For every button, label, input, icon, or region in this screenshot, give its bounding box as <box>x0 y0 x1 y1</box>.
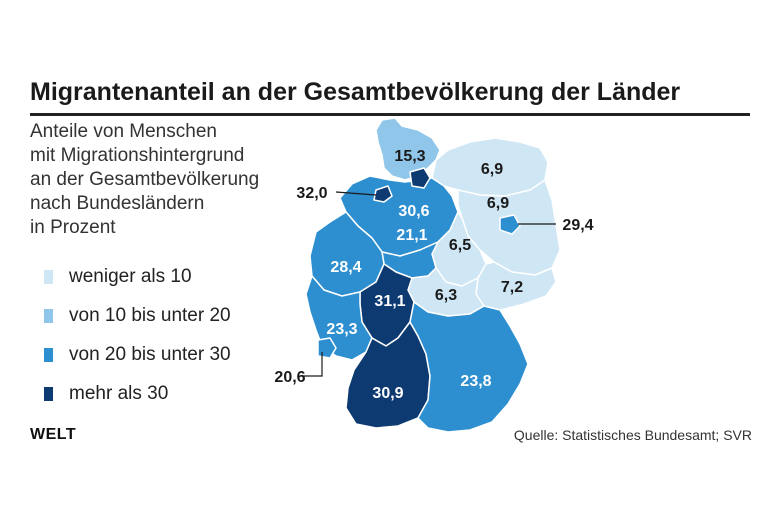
legend: weniger als 10 von 10 bis unter 20 von 2… <box>44 257 231 413</box>
source-note: Quelle: Statistisches Bundesamt; SVR <box>513 427 752 443</box>
value-label-baden-wuerttemberg: 30,9 <box>372 385 403 402</box>
value-label-niedersachsen: 30,6 <box>398 203 429 220</box>
region-bremen <box>373 185 393 203</box>
legend-label: weniger als 10 <box>69 265 192 287</box>
title-rule <box>30 113 750 116</box>
legend-item: weniger als 10 <box>44 257 231 296</box>
callout-line-saarland <box>300 352 323 377</box>
value-label-berlin: 29,4 <box>562 217 593 234</box>
value-label-sachsen: 7,2 <box>501 279 523 296</box>
legend-label: von 20 bis unter 30 <box>69 343 231 365</box>
legend-item: von 10 bis unter 20 <box>44 296 231 335</box>
chart-title: Migrantenanteil an der Gesamtbevölkerung… <box>30 78 681 106</box>
legend-label: von 10 bis unter 20 <box>69 304 231 326</box>
value-label-nordrhein-westfalen: 28,4 <box>330 259 361 276</box>
value-label-rheinland-pfalz: 23,3 <box>326 321 357 338</box>
subtitle: Anteile von Menschen mit Migrationshinte… <box>30 120 259 240</box>
legend-swatch <box>44 269 53 284</box>
value-label-thueringen: 6,3 <box>435 287 457 304</box>
value-label-bremen: 32,0 <box>296 185 327 202</box>
legend-swatch <box>44 386 53 401</box>
value-label-saarland: 20,6 <box>274 369 305 386</box>
value-label-sachsen-anhalt: 6,5 <box>449 237 471 254</box>
value-label-bayern: 23,8 <box>460 373 491 390</box>
subtitle-line: mit Migrationshintergrund <box>30 145 245 166</box>
legend-swatch <box>44 347 53 362</box>
value-label-hessen: 31,1 <box>374 293 405 310</box>
value-label-niedersachsen-sued: 21,1 <box>396 227 427 244</box>
region-berlin <box>499 214 521 235</box>
region-hamburg <box>409 167 431 189</box>
legend-swatch <box>44 308 53 323</box>
value-label-mecklenburg-vorpommern: 6,9 <box>481 161 503 178</box>
region-bayern <box>409 301 529 433</box>
value-label-schleswig-holstein: 15,3 <box>394 148 425 165</box>
legend-item: mehr als 30 <box>44 374 231 413</box>
subtitle-line: an der Gesamtbevölkerung <box>30 169 260 190</box>
callout-line-bremen <box>335 191 377 196</box>
welt-logo: WELT <box>30 426 77 443</box>
legend-item: von 20 bis unter 30 <box>44 335 231 374</box>
subtitle-line: Anteile von Menschen <box>30 121 217 142</box>
value-label-brandenburg: 6,9 <box>487 195 509 212</box>
subtitle-line: in Prozent <box>30 217 116 238</box>
subtitle-line: nach Bundesländern <box>30 193 205 214</box>
legend-label: mehr als 30 <box>69 382 169 404</box>
